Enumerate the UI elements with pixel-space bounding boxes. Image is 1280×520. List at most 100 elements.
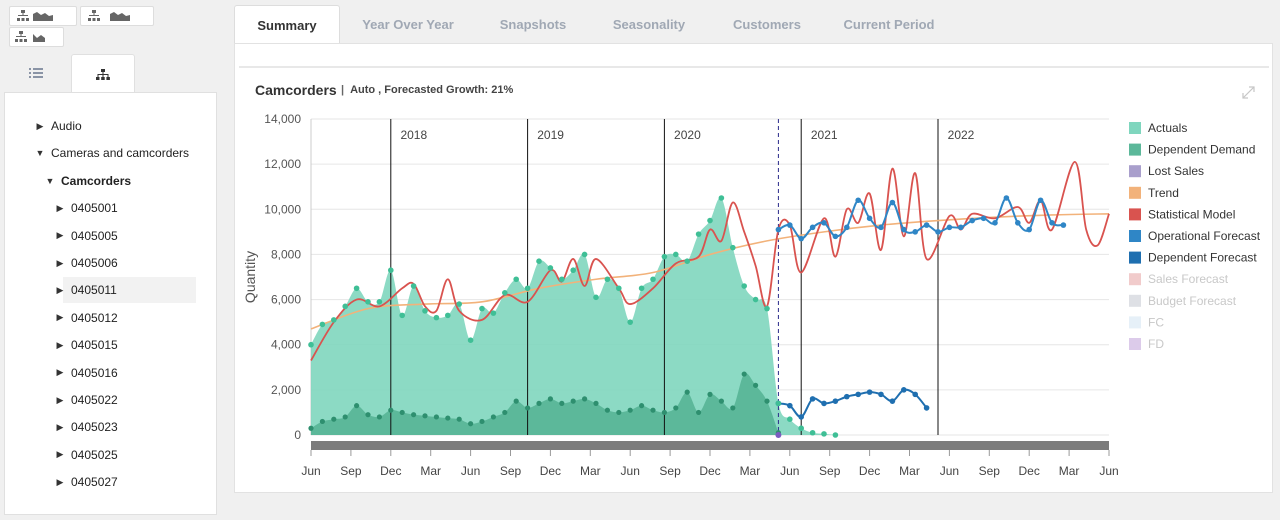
caret-right-icon[interactable]: ▶ xyxy=(36,120,44,131)
x-tick-label: Mar xyxy=(740,464,761,478)
operational-forecast-point xyxy=(1003,195,1010,201)
tree-item-label: Camcorders xyxy=(61,173,132,188)
actuals-point xyxy=(467,337,474,344)
operational-forecast-point xyxy=(1026,226,1032,233)
tab-year-over-year[interactable]: Year Over Year xyxy=(362,16,454,32)
tree-item[interactable]: ▼ Camcorders xyxy=(43,168,132,194)
operational-forecast-point xyxy=(1037,197,1044,204)
dependent-demand-point xyxy=(604,407,610,413)
dependent-demand-point xyxy=(411,412,417,418)
legend-item[interactable]: Actuals xyxy=(1129,121,1187,135)
dependent-forecast-line xyxy=(778,388,928,418)
legend-item[interactable]: Dependent Forecast xyxy=(1129,251,1257,265)
legend-label: Operational Forecast xyxy=(1148,229,1261,243)
dependent-demand-point xyxy=(354,403,360,409)
year-label: 2022 xyxy=(948,128,975,142)
legend-item[interactable]: Budget Forecast xyxy=(1129,294,1237,308)
tab-current-period[interactable]: Current Period xyxy=(843,16,935,32)
caret-right-icon[interactable]: ▶ xyxy=(56,394,64,405)
tree-item-label: 0405012 xyxy=(71,310,118,325)
legend-swatch xyxy=(1129,316,1141,329)
dependent-demand-point xyxy=(468,421,474,427)
expand-icon[interactable] xyxy=(1242,86,1255,99)
list-view-tab[interactable] xyxy=(5,54,67,92)
dependent-forecast-point xyxy=(878,391,884,398)
tree-item[interactable]: ▶ 0405001 xyxy=(53,195,118,221)
tree-chart-view-button-2[interactable] xyxy=(80,6,154,26)
tree-item[interactable]: ▶ 0405012 xyxy=(53,305,118,331)
tree-item[interactable]: ▶ 0405022 xyxy=(53,387,118,413)
tree-chart-view-button-3[interactable] xyxy=(9,27,64,47)
x-tick-label: Jun xyxy=(780,464,799,478)
year-label: 2018 xyxy=(400,128,427,142)
caret-right-icon[interactable]: ▶ xyxy=(56,312,64,323)
dependent-demand-point xyxy=(661,409,667,416)
tree-item[interactable]: ▶ 0405006 xyxy=(53,250,118,276)
dependent-demand-point xyxy=(639,403,645,409)
tab-seasonality[interactable]: Seasonality xyxy=(612,16,686,32)
dependent-demand-point xyxy=(365,412,371,418)
legend-label: FC xyxy=(1148,315,1164,329)
dependent-forecast-point xyxy=(866,389,873,395)
caret-right-icon[interactable]: ▶ xyxy=(56,421,64,432)
legend-item[interactable]: Sales Forecast xyxy=(1129,272,1229,286)
actuals-point xyxy=(502,290,508,296)
x-tick-label: Jun xyxy=(940,464,959,478)
tree-item-label: Audio xyxy=(51,119,82,133)
caret-right-icon[interactable]: ▶ xyxy=(56,339,64,350)
legend-label: Sales Forecast xyxy=(1148,272,1229,286)
caret-right-icon[interactable]: ▶ xyxy=(56,284,64,295)
x-tick-label: Dec xyxy=(1019,464,1040,478)
dependent-demand-point xyxy=(525,405,531,411)
caret-right-icon[interactable]: ▶ xyxy=(56,367,64,378)
actuals-point xyxy=(627,319,633,325)
x-tick-label: Sep xyxy=(819,464,841,478)
tree-item[interactable]: ▶ 0405027 xyxy=(53,469,118,495)
legend-item[interactable]: Dependent Demand xyxy=(1129,143,1255,157)
tab-customers[interactable]: Customers xyxy=(733,16,801,32)
tree-view-tab[interactable] xyxy=(71,54,135,94)
legend-item[interactable]: Lost Sales xyxy=(1129,164,1204,178)
tree-item-label: 0405011 xyxy=(71,283,117,298)
caret-right-icon[interactable]: ▶ xyxy=(56,449,64,460)
actuals-point xyxy=(399,312,405,319)
legend-item[interactable]: FC xyxy=(1129,315,1164,329)
caret-right-icon[interactable]: ▶ xyxy=(56,476,64,487)
tree-item[interactable]: ▶ 0405016 xyxy=(53,360,118,386)
y-tick-label: 10,000 xyxy=(264,202,301,216)
tree-item-label: 0405005 xyxy=(71,228,118,243)
legend-item[interactable]: Operational Forecast xyxy=(1129,229,1261,243)
tree-item-label: 0405006 xyxy=(71,256,118,270)
legend-item[interactable]: FD xyxy=(1129,337,1164,351)
tab-summary[interactable]: Summary xyxy=(234,5,340,44)
actuals-point xyxy=(809,429,816,436)
caret-down-icon[interactable]: ▼ xyxy=(45,175,55,186)
actuals-point xyxy=(684,258,690,264)
x-tick-label: Sep xyxy=(340,464,362,478)
dependent-demand-point xyxy=(456,416,462,422)
operational-forecast-point xyxy=(889,199,896,206)
caret-right-icon[interactable]: ▶ xyxy=(56,230,64,241)
x-tick-label: Jun xyxy=(461,464,480,478)
tree-item[interactable]: ▼ Cameras and camcorders xyxy=(33,140,190,166)
tree-item[interactable]: ▶ Audio xyxy=(33,113,82,139)
actuals-point xyxy=(707,217,713,224)
forecast-chart: 0 2,000 4,000 6,000 8,000 10,000 12,000 14,000 Q… xyxy=(242,112,1261,478)
tree-item[interactable]: ▶ 0405023 xyxy=(53,414,118,440)
tree-item-label: 0405015 xyxy=(71,338,118,353)
caret-right-icon[interactable]: ▶ xyxy=(56,257,64,268)
tree-chart-view-button-1[interactable] xyxy=(9,6,77,26)
dependent-demand-point xyxy=(684,389,690,395)
tree-item[interactable]: ▶ 0405015 xyxy=(53,332,118,358)
chart-card: Camcorders | Auto , Forecasted Growth: 21… xyxy=(239,66,1269,492)
tab-snapshots[interactable]: Snapshots xyxy=(499,16,567,32)
caret-down-icon[interactable]: ▼ xyxy=(35,148,45,159)
range-navigator-bar xyxy=(311,441,1109,450)
legend-item[interactable]: Statistical Model xyxy=(1129,207,1235,221)
legend-item[interactable]: Trend xyxy=(1129,186,1179,200)
tree-item[interactable]: ▶ 0405005 xyxy=(53,223,118,249)
tree-item[interactable]: ▶ 0405025 xyxy=(53,442,118,468)
caret-right-icon[interactable]: ▶ xyxy=(56,202,64,213)
tree-item[interactable]: ▶ 0405011 xyxy=(57,277,196,304)
dependent-forecast-point xyxy=(923,405,930,411)
